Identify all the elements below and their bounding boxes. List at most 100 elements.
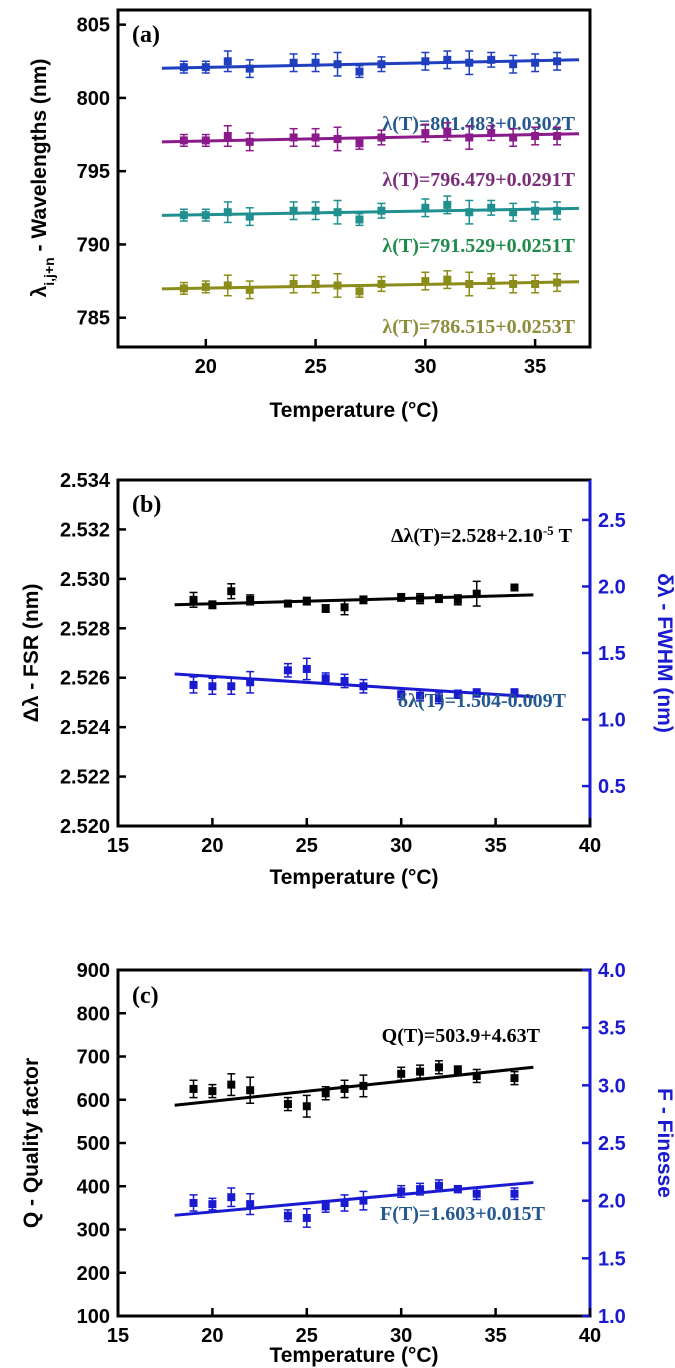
- panel-c: (c) 100 200 300 400 500 600 700 800 900 1.0 1.5 2.…: [20, 960, 675, 1367]
- data-point: [487, 203, 496, 212]
- data-point: [201, 282, 210, 291]
- data-point: [333, 281, 342, 290]
- data-point: [246, 1086, 255, 1095]
- data-point: [553, 57, 562, 66]
- data-point: [416, 594, 425, 603]
- x-tick-label-25: 25: [304, 356, 326, 378]
- x-axis-label-a: Temperature (°C): [269, 399, 438, 422]
- data-point: [553, 132, 562, 141]
- y-tick-label-right-2.0: 2.0: [598, 1191, 626, 1213]
- data-point: [355, 67, 364, 76]
- data-point: [377, 206, 386, 215]
- panel-b: (b) 2.5202.5222.5242.5262.5282.5302.5322…: [20, 470, 675, 889]
- data-point: [223, 132, 232, 141]
- x-tick-label-15: 15: [107, 1325, 129, 1347]
- data-point: [179, 63, 188, 72]
- y-tick-label-right-1.0: 1.0: [598, 710, 626, 732]
- x-axis-label-c: Temperature (°C): [269, 1344, 438, 1367]
- data-point: [246, 595, 255, 604]
- data-point: [443, 55, 452, 64]
- data-point: [179, 211, 188, 220]
- y-tick-label-left-100: 100: [77, 1306, 110, 1328]
- data-point: [553, 206, 562, 215]
- data-point: [245, 285, 254, 294]
- data-point: [509, 208, 518, 217]
- y-tick-label-left-700: 700: [77, 1047, 110, 1069]
- data-point: [201, 136, 210, 145]
- x-tick-label-20: 20: [195, 356, 217, 378]
- y-tick-label-left-400: 400: [77, 1176, 110, 1198]
- data-point: [487, 55, 496, 64]
- y-tick-label-right-2.5: 2.5: [598, 1133, 626, 1155]
- x-tick-label-20: 20: [201, 1325, 223, 1347]
- data-point: [465, 58, 474, 67]
- data-point: [472, 1189, 481, 1198]
- data-point: [289, 133, 298, 142]
- y-tick-label-right-1.0: 1.0: [598, 1306, 626, 1328]
- data-point: [189, 680, 198, 689]
- data-point: [208, 600, 217, 609]
- data-point: [179, 284, 188, 293]
- y-tick-label-left-600: 600: [77, 1090, 110, 1112]
- data-point: [311, 133, 320, 142]
- y-tick-label-right-2.5: 2.5: [598, 510, 626, 532]
- data-point: [531, 132, 540, 141]
- data-point: [465, 279, 474, 288]
- y-axis-label-right-c: F - Finesse: [653, 1088, 675, 1198]
- y-tick-label-left-2.530: 2.530: [60, 569, 110, 591]
- panel-label-b: (b): [132, 492, 161, 518]
- data-point: [416, 691, 425, 700]
- y-tick-label-left-2.524: 2.524: [60, 717, 111, 739]
- equation-label: Δλ(T)=2.528+2.10-5 T: [391, 523, 573, 548]
- series-1: δλ(T)=1.504-0.009T: [174, 657, 567, 712]
- data-point: [246, 678, 255, 687]
- data-point: [283, 1211, 292, 1220]
- panel-a: (a) 785 790 795 800 805 20 25 30 35 λ(T)=801.48…: [28, 8, 592, 422]
- data-point: [311, 58, 320, 67]
- y-tick-label-left-2.520: 2.520: [60, 816, 110, 838]
- equation-label: λ(T)=786.515+0.0253T: [382, 316, 575, 338]
- data-point: [510, 1189, 519, 1198]
- plot-frame-a: [116, 8, 592, 349]
- data-point: [223, 57, 232, 66]
- data-point: [453, 690, 462, 699]
- data-point: [416, 1185, 425, 1194]
- data-point: [321, 1089, 330, 1098]
- y-tick-label-left-800: 800: [77, 1003, 110, 1025]
- series-0: Q(T)=503.9+4.63T: [174, 1025, 541, 1118]
- y-tick-label-right-4.0: 4.0: [598, 960, 626, 982]
- data-point: [227, 1193, 236, 1202]
- data-point: [283, 1100, 292, 1109]
- data-point: [355, 215, 364, 224]
- data-point: [509, 279, 518, 288]
- data-point: [434, 594, 443, 603]
- data-point: [289, 206, 298, 215]
- data-point: [487, 277, 496, 286]
- x-tick-label-35: 35: [484, 1325, 506, 1347]
- y-axis-label-left-c: Q - Quality factor: [20, 1058, 43, 1228]
- y-tick-label-right-1.5: 1.5: [598, 643, 626, 665]
- data-point: [359, 1196, 368, 1205]
- x-tick-label-30: 30: [414, 356, 436, 378]
- data-point: [434, 1181, 443, 1190]
- y-tick-label-left-200: 200: [77, 1263, 110, 1285]
- data-point: [321, 1202, 330, 1211]
- data-point: [289, 279, 298, 288]
- data-point: [359, 595, 368, 604]
- data-point: [510, 1074, 519, 1083]
- data-point: [416, 1067, 425, 1076]
- data-point: [223, 208, 232, 217]
- data-point: [333, 208, 342, 217]
- data-point: [472, 589, 481, 598]
- data-point: [397, 690, 406, 699]
- data-point: [208, 1200, 217, 1209]
- y-axis-label-left-b: Δλ - FSR (nm): [20, 584, 43, 723]
- series-1: F(T)=1.603+0.015T: [174, 1179, 546, 1228]
- data-point: [397, 593, 406, 602]
- data-point: [302, 664, 311, 673]
- y-tick-label-left-795: 795: [77, 161, 110, 183]
- data-point: [246, 1200, 255, 1209]
- x-tick-label-20: 20: [201, 835, 223, 857]
- data-point: [189, 1084, 198, 1093]
